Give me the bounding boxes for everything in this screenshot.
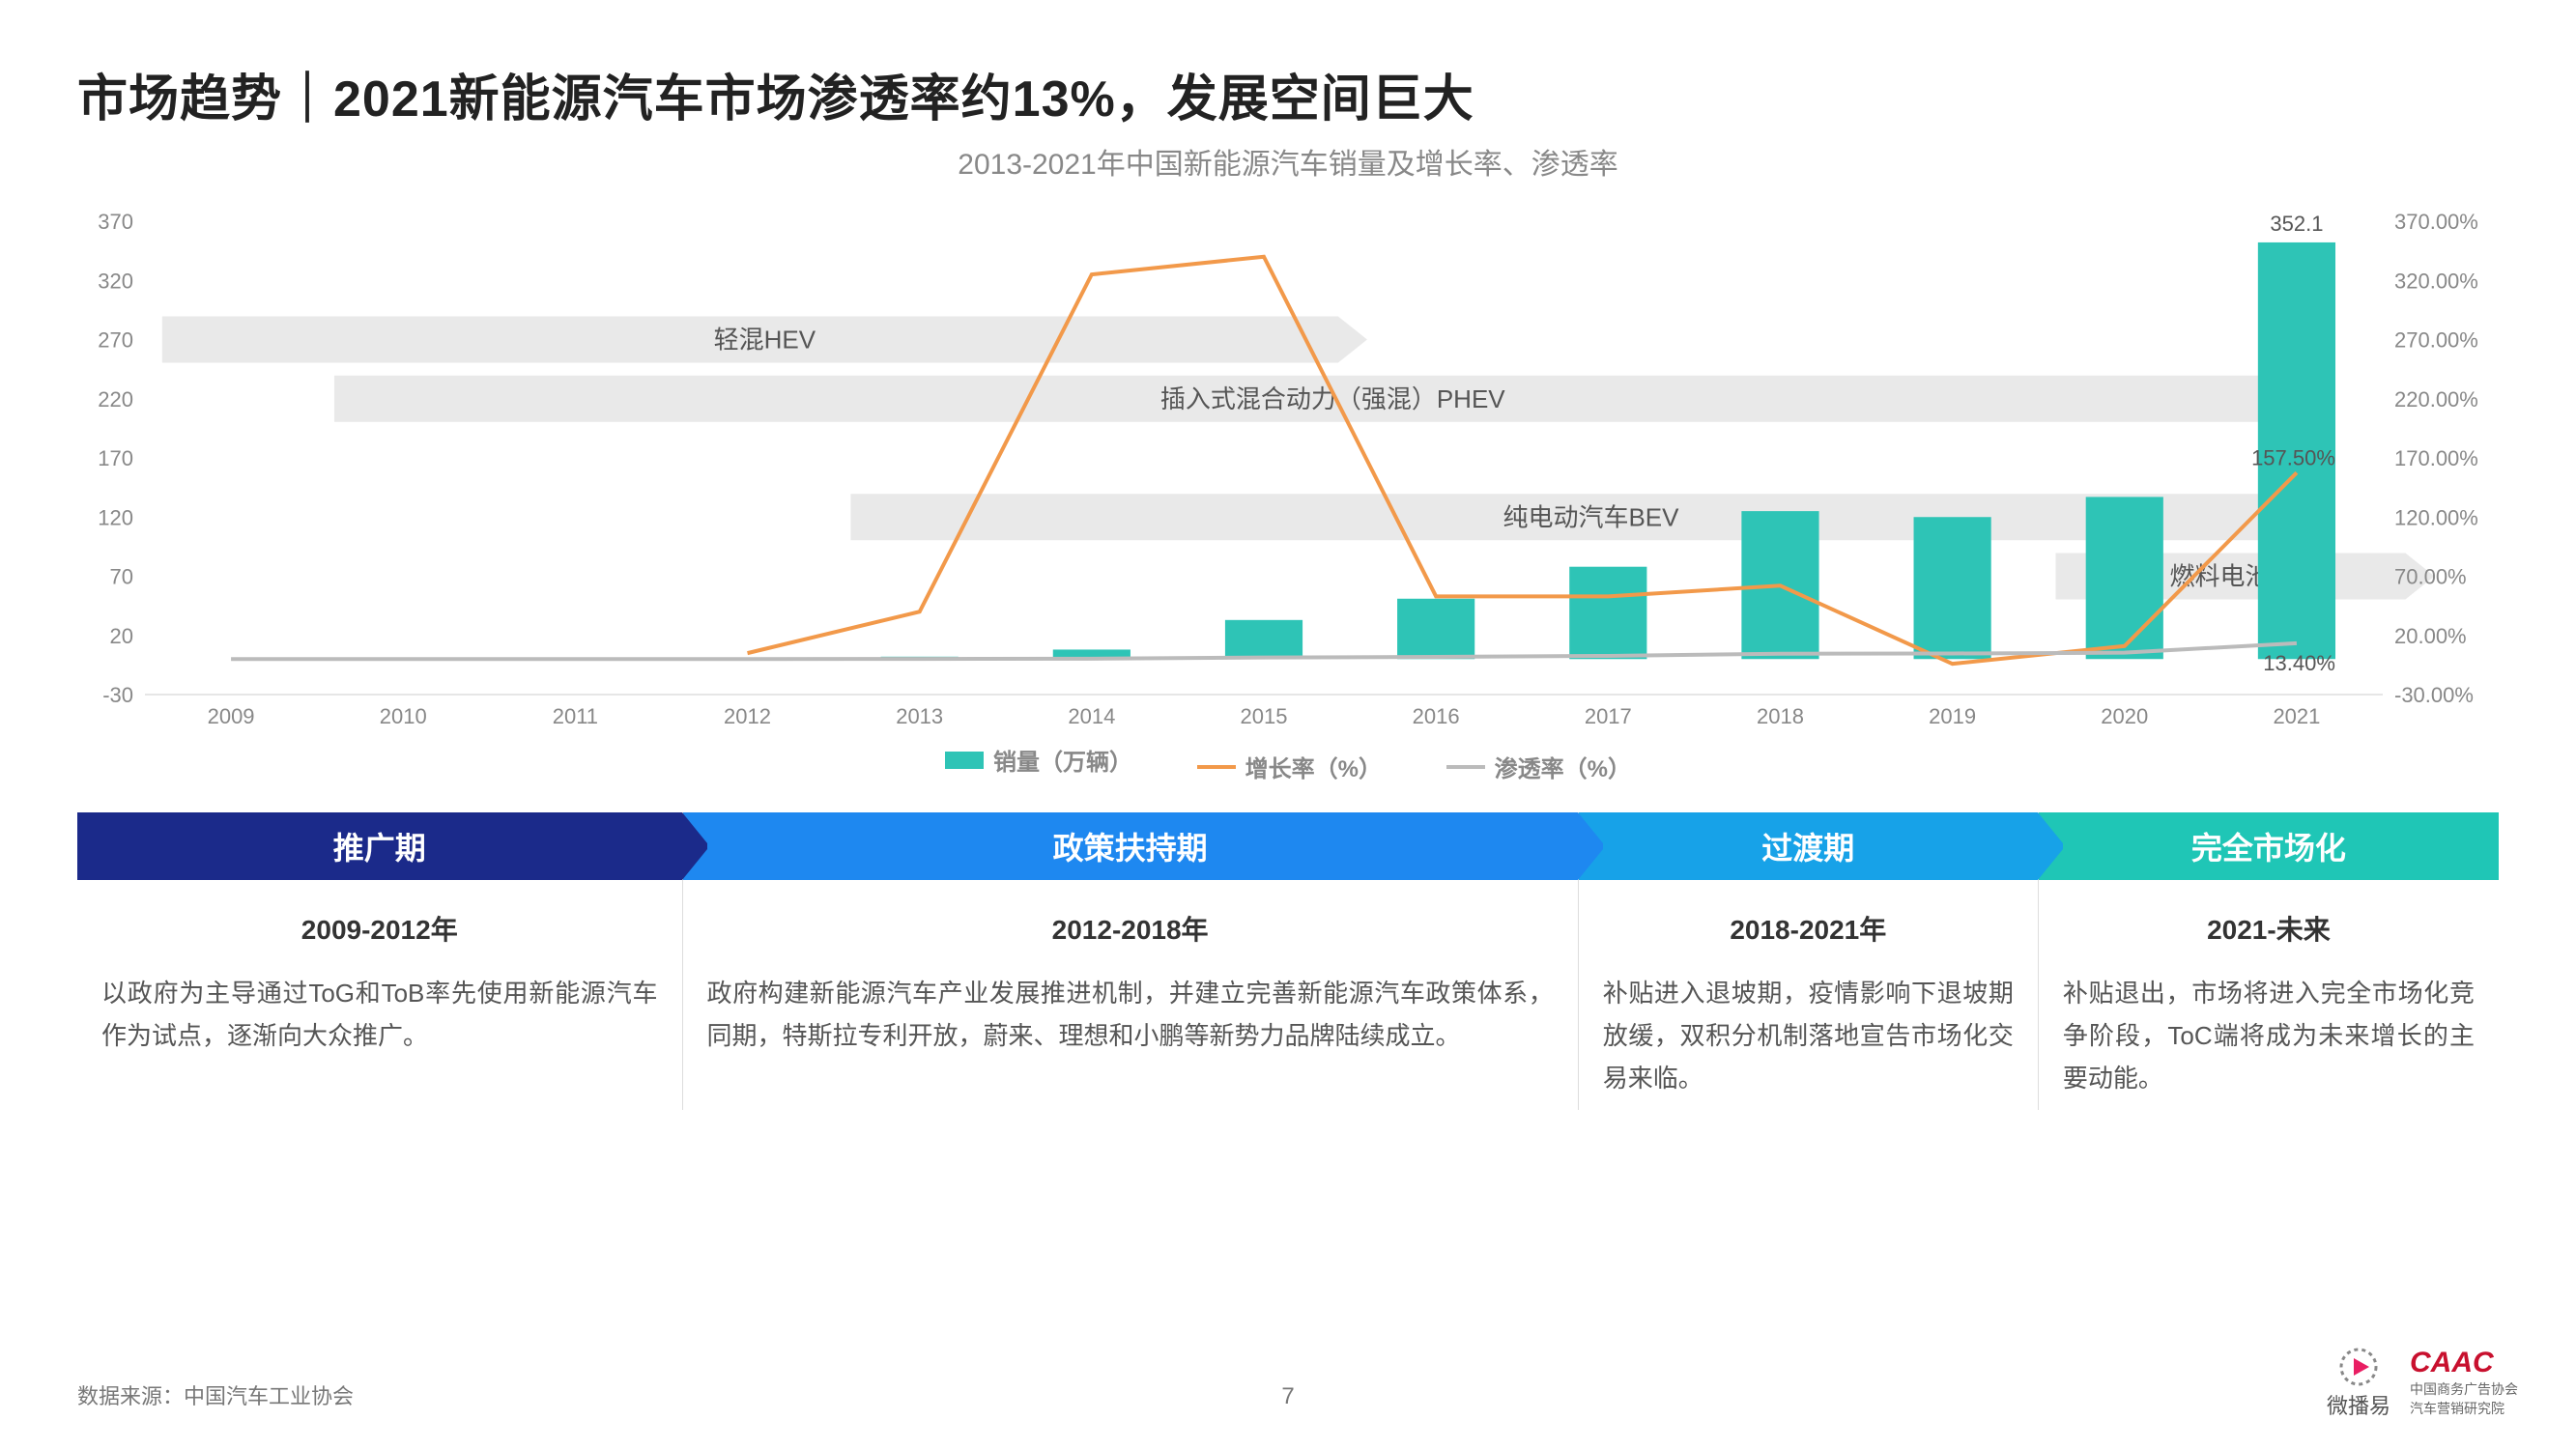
phase-body: 2009-2012年以政府为主导通过ToG和ToB率先使用新能源汽车作为试点，逐… — [77, 880, 682, 1066]
phase-years: 2012-2018年 — [707, 909, 1554, 948]
svg-text:纯电动汽车BEV: 纯电动汽车BEV — [1503, 502, 1679, 531]
svg-text:170: 170 — [98, 446, 133, 470]
phase-column: 推广期2009-2012年以政府为主导通过ToG和ToB率先使用新能源汽车作为试… — [77, 812, 683, 1110]
svg-text:-30: -30 — [102, 683, 133, 707]
svg-text:370: 370 — [98, 210, 133, 234]
svg-text:2019: 2019 — [1929, 704, 1976, 728]
svg-text:70: 70 — [110, 565, 133, 589]
svg-text:157.50%: 157.50% — [2251, 445, 2335, 469]
svg-text:170.00%: 170.00% — [2394, 446, 2478, 470]
svg-text:220.00%: 220.00% — [2394, 387, 2478, 412]
svg-text:320.00%: 320.00% — [2394, 269, 2478, 293]
svg-text:轻混HEV: 轻混HEV — [714, 326, 816, 355]
phase-desc: 以政府为主导通过ToG和ToB率先使用新能源汽车作为试点，逐渐向大众推广。 — [101, 972, 658, 1057]
slide: 市场趋势｜2021新能源汽车市场渗透率约13%，发展空间巨大 2013-2021… — [0, 0, 2576, 1449]
phase-header: 推广期 — [77, 812, 682, 880]
phase-body: 2021-未来补贴退出，市场将进入完全市场化竞争阶段，ToC端将成为未来增长的主… — [2039, 880, 2499, 1110]
svg-text:352.1: 352.1 — [2270, 212, 2323, 236]
phase-desc: 补贴退出，市场将进入完全市场化竞争阶段，ToC端将成为未来增长的主要动能。 — [2063, 972, 2475, 1100]
phase-body: 2018-2021年补贴进入退坡期，疫情影响下退坡期放缓，双积分机制落地宣告市场… — [1579, 880, 2038, 1110]
phase-desc: 补贴进入退坡期，疫情影响下退坡期放缓，双积分机制落地宣告市场化交易来临。 — [1603, 972, 2014, 1100]
logo-caac: CAAC 中国商务广告协会 汽车营销研究院 — [2410, 1347, 2518, 1418]
legend-growth: 增长率（%） — [1197, 750, 1382, 783]
svg-text:20.00%: 20.00% — [2394, 624, 2467, 648]
svg-text:270.00%: 270.00% — [2394, 328, 2478, 353]
phase-body: 2012-2018年政府构建新能源汽车产业发展推进机制，并建立完善新能源汽车政策… — [683, 880, 1578, 1066]
logo-weibo-yi: 微播易 — [2327, 1345, 2390, 1420]
phase-desc: 政府构建新能源汽车产业发展推进机制，并建立完善新能源汽车政策体系，同期，特斯拉专… — [707, 972, 1554, 1057]
phase-header: 过渡期 — [1579, 812, 2038, 880]
phase-column: 完全市场化2021-未来补贴退出，市场将进入完全市场化竞争阶段，ToC端将成为未… — [2039, 812, 2499, 1110]
chart-svg: 轻混HEV插入式混合动力（强混）PHEV纯电动汽车BEV燃料电池汽车-30207… — [77, 202, 2499, 753]
svg-text:2010: 2010 — [380, 704, 427, 728]
phase-years: 2021-未来 — [2063, 909, 2475, 948]
svg-text:2009: 2009 — [208, 704, 255, 728]
page-number: 7 — [1281, 1383, 1294, 1410]
svg-text:20: 20 — [110, 624, 133, 648]
svg-text:13.40%: 13.40% — [2263, 651, 2335, 675]
svg-text:2018: 2018 — [1757, 704, 1804, 728]
data-source: 数据来源：中国汽车工业协会 — [77, 1379, 354, 1410]
svg-text:-30.00%: -30.00% — [2394, 683, 2474, 707]
svg-text:370.00%: 370.00% — [2394, 210, 2478, 234]
svg-text:2014: 2014 — [1068, 704, 1115, 728]
phase-column: 政策扶持期2012-2018年政府构建新能源汽车产业发展推进机制，并建立完善新能… — [683, 812, 1579, 1110]
page-title: 市场趋势｜2021新能源汽车市场渗透率约13%，发展空间巨大 — [77, 58, 2499, 130]
logo-area: 微播易 CAAC 中国商务广告协会 汽车营销研究院 — [2327, 1345, 2518, 1420]
svg-text:2021: 2021 — [2273, 704, 2320, 728]
phase-column: 过渡期2018-2021年补贴进入退坡期，疫情影响下退坡期放缓，双积分机制落地宣… — [1579, 812, 2039, 1110]
svg-text:70.00%: 70.00% — [2394, 565, 2467, 589]
svg-text:120: 120 — [98, 505, 133, 529]
svg-text:2017: 2017 — [1585, 704, 1632, 728]
phase-years: 2018-2021年 — [1603, 909, 2014, 948]
chart-area: 轻混HEV插入式混合动力（强混）PHEV纯电动汽车BEV燃料电池汽车-30207… — [77, 202, 2499, 753]
svg-text:320: 320 — [98, 269, 133, 293]
svg-text:2020: 2020 — [2101, 704, 2148, 728]
svg-text:270: 270 — [98, 328, 133, 353]
svg-text:2012: 2012 — [724, 704, 771, 728]
svg-text:插入式混合动力（强混）PHEV: 插入式混合动力（强混）PHEV — [1160, 384, 1505, 413]
svg-text:2015: 2015 — [1241, 704, 1288, 728]
chart-subtitle: 2013-2021年中国新能源汽车销量及增长率、渗透率 — [77, 140, 2499, 183]
svg-text:2016: 2016 — [1413, 704, 1460, 728]
svg-text:2013: 2013 — [896, 704, 943, 728]
phase-header: 政策扶持期 — [683, 812, 1578, 880]
svg-text:120.00%: 120.00% — [2394, 505, 2478, 529]
svg-text:220: 220 — [98, 387, 133, 412]
play-icon — [2336, 1345, 2381, 1389]
phases-row: 推广期2009-2012年以政府为主导通过ToG和ToB率先使用新能源汽车作为试… — [77, 812, 2499, 1110]
svg-text:2011: 2011 — [553, 704, 598, 728]
phase-years: 2009-2012年 — [101, 909, 658, 948]
legend-penetration: 渗透率（%） — [1446, 750, 1631, 783]
phase-header: 完全市场化 — [2039, 812, 2499, 880]
